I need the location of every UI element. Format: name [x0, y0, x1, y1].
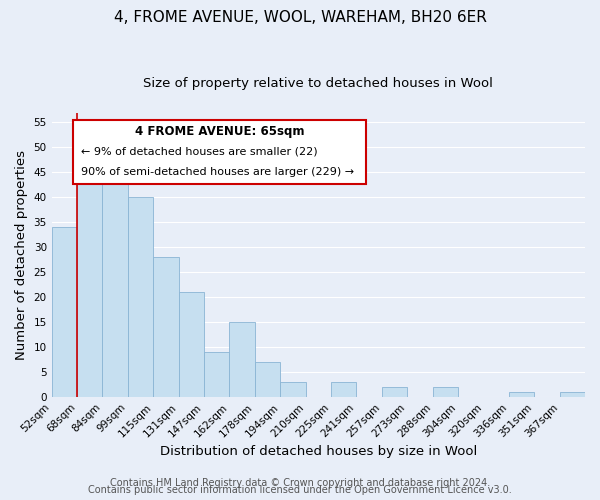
Bar	[128, 198, 153, 397]
Y-axis label: Number of detached properties: Number of detached properties	[15, 150, 28, 360]
Text: Contains public sector information licensed under the Open Government Licence v3: Contains public sector information licen…	[88, 485, 512, 495]
Bar	[331, 382, 356, 397]
Text: ← 9% of detached houses are smaller (22): ← 9% of detached houses are smaller (22)	[81, 146, 317, 156]
Text: Contains HM Land Registry data © Crown copyright and database right 2024.: Contains HM Land Registry data © Crown c…	[110, 478, 490, 488]
X-axis label: Distribution of detached houses by size in Wool: Distribution of detached houses by size …	[160, 444, 477, 458]
Title: Size of property relative to detached houses in Wool: Size of property relative to detached ho…	[143, 78, 493, 90]
Bar	[280, 382, 305, 397]
FancyBboxPatch shape	[73, 120, 367, 184]
Bar	[204, 352, 229, 397]
Bar	[255, 362, 280, 397]
Bar	[179, 292, 204, 397]
Bar	[382, 387, 407, 397]
Bar	[229, 322, 255, 397]
Bar	[52, 228, 77, 397]
Bar	[560, 392, 585, 397]
Text: 4 FROME AVENUE: 65sqm: 4 FROME AVENUE: 65sqm	[135, 124, 304, 138]
Text: 4, FROME AVENUE, WOOL, WAREHAM, BH20 6ER: 4, FROME AVENUE, WOOL, WAREHAM, BH20 6ER	[113, 10, 487, 25]
Text: 90% of semi-detached houses are larger (229) →: 90% of semi-detached houses are larger (…	[81, 167, 354, 177]
Bar	[77, 168, 103, 397]
Bar	[509, 392, 534, 397]
Bar	[103, 182, 128, 397]
Bar	[153, 258, 179, 397]
Bar	[433, 387, 458, 397]
